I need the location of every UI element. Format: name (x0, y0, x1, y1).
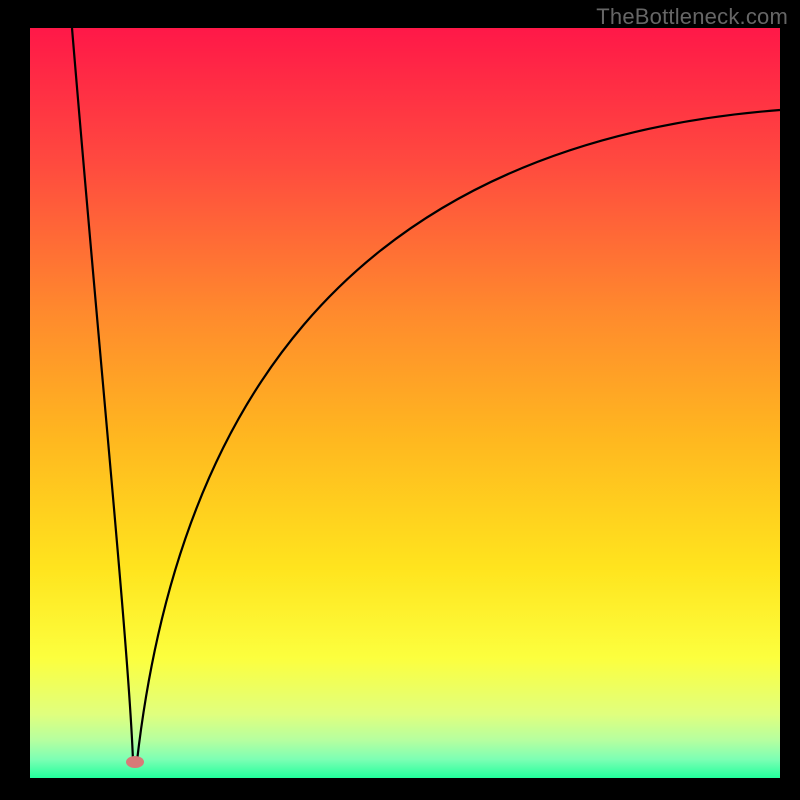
chart-root: TheBottleneck.com (0, 0, 800, 800)
chart-svg (0, 0, 800, 800)
minimum-marker (126, 756, 144, 768)
plot-area (30, 28, 780, 778)
